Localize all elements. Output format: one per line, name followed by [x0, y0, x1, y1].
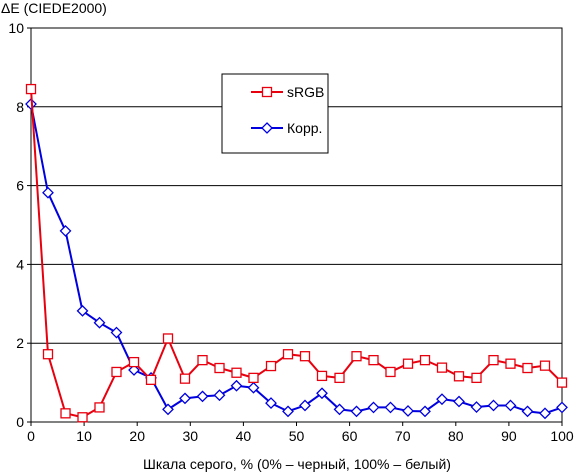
- data-point-srgb: [198, 356, 207, 365]
- y-tick-label: 6: [16, 178, 24, 194]
- data-point-srgb: [335, 373, 344, 382]
- x-tick-label: 0: [27, 428, 35, 444]
- x-tick-label: 80: [448, 428, 464, 444]
- y-tick-label: 4: [16, 256, 24, 272]
- data-point-srgb: [232, 368, 241, 377]
- data-point-srgb: [386, 367, 395, 376]
- x-tick-label: 40: [236, 428, 252, 444]
- data-point-korr: [198, 391, 208, 401]
- data-point-korr: [163, 404, 173, 414]
- data-point-srgb: [523, 364, 532, 373]
- data-point-srgb: [163, 334, 172, 343]
- data-point-srgb: [506, 359, 515, 368]
- data-point-srgb: [267, 362, 276, 371]
- x-axis-title: Шкала серого, % (0% – черный, 100% – бел…: [143, 456, 451, 472]
- data-point-srgb: [437, 363, 446, 372]
- x-tick-label: 90: [501, 428, 517, 444]
- data-point-korr: [215, 390, 225, 400]
- data-point-srgb: [180, 374, 189, 383]
- data-point-korr: [505, 400, 515, 410]
- x-tick-label: 20: [129, 428, 145, 444]
- data-point-korr: [232, 381, 242, 391]
- y-axis-title: ΔE (CIEDE2000): [1, 0, 107, 16]
- data-point-srgb: [78, 413, 87, 422]
- data-point-srgb: [61, 409, 70, 418]
- y-tick-label: 8: [16, 99, 24, 115]
- data-point-korr: [61, 226, 71, 236]
- data-point-srgb: [43, 350, 52, 359]
- data-point-srgb: [95, 403, 104, 412]
- x-tick-label: 30: [183, 428, 199, 444]
- data-point-srgb: [317, 371, 326, 380]
- legend-korr-label: Корр.: [287, 120, 322, 136]
- x-tick-label: 10: [76, 428, 92, 444]
- data-point-srgb: [489, 356, 498, 365]
- data-point-srgb: [147, 375, 156, 384]
- data-point-srgb: [112, 367, 121, 376]
- legend-srgb-marker: [263, 88, 272, 97]
- data-point-srgb: [421, 356, 430, 365]
- y-tick-label: 0: [16, 414, 24, 430]
- data-point-srgb: [284, 350, 293, 359]
- data-point-srgb: [300, 352, 309, 361]
- data-point-korr: [489, 400, 499, 410]
- data-point-srgb: [454, 372, 463, 381]
- x-axis-ticks: 0 10 20 30 40 50 60 70 80 90 100: [27, 422, 574, 444]
- data-point-korr: [369, 402, 379, 412]
- data-point-korr: [283, 406, 293, 416]
- data-point-korr: [540, 408, 550, 418]
- x-tick-label: 60: [342, 428, 358, 444]
- data-point-srgb: [130, 358, 139, 367]
- x-tick-label: 100: [550, 428, 574, 444]
- legend: sRGB Корр.: [222, 74, 328, 153]
- data-point-korr: [43, 188, 53, 198]
- data-point-korr: [472, 402, 482, 412]
- data-point-korr: [180, 393, 190, 403]
- data-point-srgb: [472, 373, 481, 382]
- data-point-srgb: [404, 359, 413, 368]
- data-point-srgb: [558, 378, 567, 387]
- data-point-korr: [557, 402, 567, 412]
- data-point-srgb: [249, 373, 258, 382]
- legend-srgb-label: sRGB: [287, 84, 324, 100]
- data-point-korr: [111, 328, 121, 338]
- data-point-korr: [522, 406, 532, 416]
- y-tick-label: 10: [8, 20, 24, 36]
- data-point-srgb: [352, 352, 361, 361]
- data-point-srgb: [541, 361, 550, 370]
- data-point-srgb: [369, 356, 378, 365]
- data-point-korr: [454, 397, 464, 407]
- data-point-srgb: [215, 364, 224, 373]
- data-point-srgb: [27, 85, 36, 94]
- data-point-korr: [403, 406, 413, 416]
- data-point-korr: [385, 402, 395, 412]
- data-point-korr: [352, 406, 362, 416]
- x-tick-label: 50: [289, 428, 305, 444]
- y-axis-ticks: 0 2 4 6 8 10: [8, 20, 31, 430]
- y-tick-label: 2: [16, 335, 24, 351]
- x-tick-label: 70: [395, 428, 411, 444]
